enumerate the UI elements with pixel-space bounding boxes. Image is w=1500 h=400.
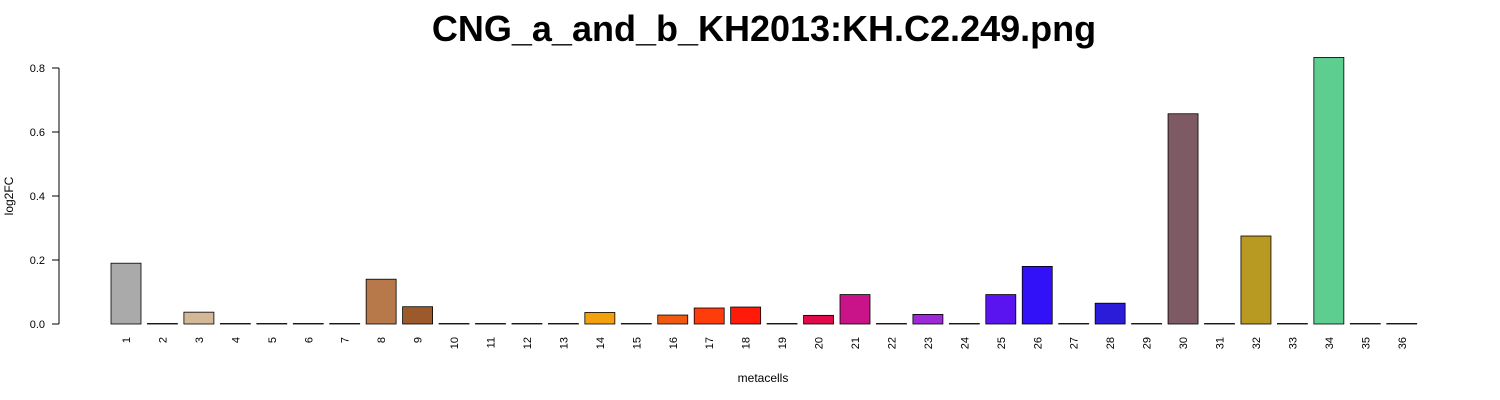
x-tick-label: 2 xyxy=(157,337,169,343)
bar xyxy=(1167,113,1199,325)
bar xyxy=(329,323,361,325)
x-tick-label: 32 xyxy=(1251,337,1263,349)
x-tick-label: 8 xyxy=(376,337,388,343)
bar xyxy=(803,314,834,325)
x-tick-label: 9 xyxy=(413,337,425,343)
x-tick-label: 10 xyxy=(449,337,461,349)
x-tick-label: 12 xyxy=(522,337,534,349)
x-tick-label: 27 xyxy=(1069,337,1081,349)
x-tick-label: 29 xyxy=(1142,337,1154,349)
x-tick-label: 21 xyxy=(850,337,862,349)
bar xyxy=(839,294,871,325)
x-tick-label: 22 xyxy=(886,337,898,349)
x-tick-label: 19 xyxy=(777,337,789,349)
bar xyxy=(584,312,616,325)
y-tick-label: 0.6 xyxy=(30,127,45,139)
bar xyxy=(511,323,543,325)
y-axis: 0.0 0.2 0.4 0.6 0.8 xyxy=(30,63,60,331)
x-tick-label: 36 xyxy=(1397,337,1409,349)
bar xyxy=(620,323,652,325)
bar xyxy=(1313,57,1345,325)
bars xyxy=(110,57,1418,325)
bar xyxy=(548,323,579,325)
x-axis-label: metacells xyxy=(738,371,789,385)
x-tick-label: 15 xyxy=(631,337,643,349)
bar xyxy=(219,323,251,325)
bar xyxy=(876,323,907,325)
bar xyxy=(438,323,470,325)
bar xyxy=(1240,235,1272,325)
bar xyxy=(1204,323,1235,325)
bar xyxy=(693,307,725,325)
bar xyxy=(1277,323,1308,325)
bar xyxy=(292,323,324,325)
bar xyxy=(985,294,1017,325)
x-tick-label: 1 xyxy=(121,337,133,343)
bar xyxy=(948,323,980,325)
x-tick-labels: 1 2 3 4 5 6 7 8 9 10 11 12 13 14 15 16 17 18 19 20 21 22 23 24 2… xyxy=(121,337,1409,349)
y-tick-label: 0.2 xyxy=(30,255,45,267)
y-axis-label: log2FC xyxy=(2,176,16,215)
x-tick-label: 6 xyxy=(303,337,315,343)
x-tick-label: 35 xyxy=(1360,337,1372,349)
x-tick-label: 11 xyxy=(486,337,498,348)
bar xyxy=(1131,323,1162,325)
y-tick-label: 0.4 xyxy=(30,191,45,203)
y-tick-label: 0.0 xyxy=(30,319,45,331)
x-tick-label: 20 xyxy=(814,337,826,349)
x-tick-label: 30 xyxy=(1178,337,1190,349)
x-tick-label: 13 xyxy=(558,337,570,349)
bar xyxy=(147,323,178,325)
x-tick-label: 24 xyxy=(959,337,971,349)
bar xyxy=(402,306,434,325)
bar xyxy=(912,313,944,325)
bar xyxy=(1058,323,1090,325)
bar xyxy=(1021,265,1053,325)
x-tick-label: 4 xyxy=(230,337,242,343)
bar xyxy=(110,262,142,325)
x-tick-label: 25 xyxy=(996,337,1008,349)
bar xyxy=(256,323,288,325)
x-tick-label: 34 xyxy=(1324,337,1336,349)
y-tick-label: 0.8 xyxy=(30,63,45,75)
bar xyxy=(475,323,506,325)
x-tick-label: 5 xyxy=(267,337,279,343)
bar xyxy=(1386,323,1418,325)
x-tick-label: 3 xyxy=(194,337,206,343)
bar xyxy=(730,306,762,325)
bar xyxy=(183,311,215,325)
chart-title: CNG_a_and_b_KH2013:KH.C2.249.png xyxy=(431,8,1097,49)
x-tick-label: 14 xyxy=(595,337,607,349)
bar xyxy=(365,278,397,325)
x-tick-label: 7 xyxy=(340,337,352,343)
x-tick-label: 26 xyxy=(1032,337,1044,349)
x-tick-label: 17 xyxy=(704,337,716,349)
x-tick-label: 28 xyxy=(1105,337,1117,349)
x-tick-label: 18 xyxy=(741,337,753,349)
x-tick-label: 23 xyxy=(923,337,935,349)
x-tick-label: 33 xyxy=(1287,337,1299,349)
bar xyxy=(1094,302,1126,325)
bar xyxy=(766,323,798,325)
bar xyxy=(1349,323,1381,325)
x-tick-label: 16 xyxy=(668,337,680,349)
x-tick-label: 31 xyxy=(1215,337,1227,349)
bar xyxy=(657,314,689,325)
